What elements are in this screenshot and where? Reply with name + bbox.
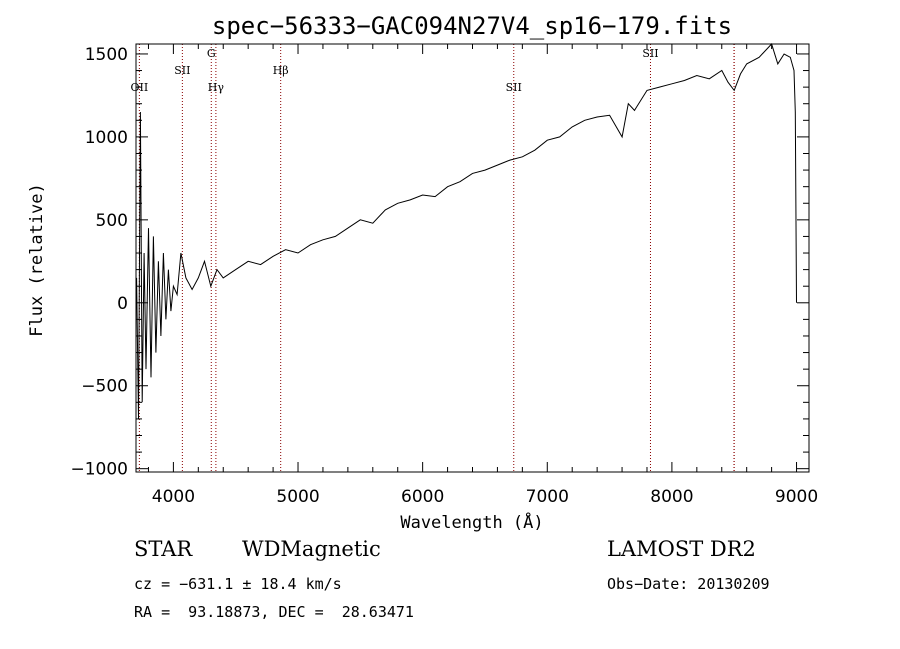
y-tick-label: 1500 bbox=[85, 45, 128, 65]
x-tick-label: 9000 bbox=[775, 487, 818, 507]
emission-line-markers bbox=[138, 44, 735, 472]
spectrum-series bbox=[136, 43, 797, 419]
y-axis-label: Flux (relative) bbox=[27, 183, 47, 337]
emission-line-label: SII bbox=[506, 81, 522, 94]
emission-line-label: OII bbox=[131, 81, 149, 94]
observation-date: Obs−Date: 20130209 bbox=[607, 575, 770, 593]
emission-line-label: G bbox=[207, 47, 216, 60]
object-class: STAR bbox=[134, 537, 193, 561]
survey-name: LAMOST DR2 bbox=[607, 537, 756, 561]
x-tick-label: 8000 bbox=[650, 487, 693, 507]
x-tick-label: 7000 bbox=[526, 487, 569, 507]
x-axis-label: Wavelength (Å) bbox=[400, 511, 543, 533]
x-tick-label: 4000 bbox=[152, 487, 195, 507]
object-subclass: WDMagnetic bbox=[242, 537, 381, 561]
chart-title: spec−56333−GAC094N27V4_sp16−179.fits bbox=[212, 12, 732, 40]
emission-line-label: SII bbox=[174, 64, 190, 77]
emission-line-label: Hβ bbox=[273, 64, 289, 77]
spectrum-line bbox=[136, 43, 797, 419]
x-tick-label: 5000 bbox=[276, 487, 319, 507]
redshift-readout: cz = −631.1 ± 18.4 km/s bbox=[134, 575, 342, 593]
plot-frame bbox=[135, 43, 810, 473]
x-tick-label: 6000 bbox=[401, 487, 444, 507]
y-tick-label: −1000 bbox=[70, 460, 128, 480]
sky-coordinates: RA = 93.18873, DEC = 28.63471 bbox=[134, 603, 414, 621]
y-tick-label: −500 bbox=[81, 377, 128, 397]
y-tick-label: 0 bbox=[117, 294, 128, 314]
emission-line-label: Hγ bbox=[208, 81, 225, 94]
emission-line-label: SII bbox=[642, 47, 658, 60]
y-tick-label: 500 bbox=[96, 211, 128, 231]
plot-axes: 4000 5000 6000 7000 8000 9000 −1000 −500 0 500 100… bbox=[70, 43, 818, 507]
emission-line-labels: OII SII G Hγ Hβ SII SII bbox=[131, 47, 659, 94]
y-tick-label: 1000 bbox=[85, 128, 128, 148]
